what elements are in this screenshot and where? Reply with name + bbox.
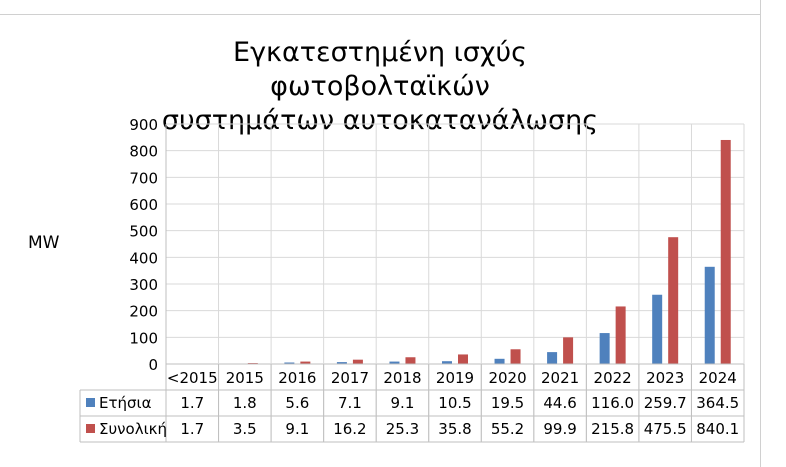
y-tick-label: 100	[129, 329, 158, 347]
data-table-value: 1.7	[180, 420, 204, 438]
x-category-label: 2018	[383, 369, 421, 387]
frame-top-border	[0, 14, 760, 15]
data-table-value: 16.2	[333, 420, 366, 438]
data-table-value: 3.5	[233, 420, 257, 438]
data-table-value: 25.3	[386, 420, 419, 438]
bar-cumulative	[668, 237, 679, 364]
bar-cumulative	[300, 361, 311, 364]
y-axis-label: MW	[28, 233, 60, 253]
bar-annual	[704, 266, 715, 364]
bar-annual	[284, 362, 295, 364]
frame-right-border	[760, 0, 761, 467]
bar-cumulative	[563, 337, 574, 364]
data-table-value: 215.8	[591, 420, 634, 438]
data-table-value: 1.7	[180, 394, 204, 412]
data-table-value: 44.6	[543, 394, 576, 412]
x-category-label: 2017	[331, 369, 369, 387]
y-tick-label: 500	[129, 223, 158, 241]
data-table-value: 9.1	[391, 394, 415, 412]
bar-annual	[599, 333, 610, 364]
chart-title-line-1: Εγκατεστημένη ισχύς φωτοβολταϊκών	[233, 37, 527, 102]
x-category-label: 2024	[699, 369, 737, 387]
bar-cumulative	[405, 357, 416, 364]
bar-annual	[336, 362, 347, 364]
y-tick-label: 200	[129, 303, 158, 321]
data-table-value: 7.1	[338, 394, 362, 412]
x-category-label: 2016	[278, 369, 316, 387]
y-tick-label: 300	[129, 276, 158, 294]
data-table-value: 475.5	[644, 420, 687, 438]
x-category-label: 2022	[594, 369, 632, 387]
data-table-value: 10.5	[438, 394, 471, 412]
legend-key-annual	[86, 398, 95, 407]
data-table-value: 259.7	[644, 394, 687, 412]
bar-cumulative	[352, 359, 363, 364]
data-table-value: 5.6	[285, 394, 309, 412]
x-category-label: 2015	[226, 369, 264, 387]
data-table-value: 9.1	[285, 420, 309, 438]
legend-label-annual: Ετήσια	[99, 394, 152, 412]
y-tick-label: 700	[129, 169, 158, 187]
legend-label-cumulative: Συνολική	[99, 420, 167, 438]
bar-cumulative	[615, 306, 626, 364]
bar-annual	[389, 361, 400, 364]
bar-annual	[494, 358, 505, 364]
y-tick-label: 400	[129, 249, 158, 267]
x-category-label: 2019	[436, 369, 474, 387]
legend-key-cumulative	[86, 424, 95, 433]
x-category-label: 2021	[541, 369, 579, 387]
data-table-value: 19.5	[491, 394, 524, 412]
data-table-value: 35.8	[438, 420, 471, 438]
x-category-label: <2015	[167, 369, 218, 387]
data-table-value: 55.2	[491, 420, 524, 438]
y-tick-label: 0	[148, 356, 158, 374]
chart-title: Εγκατεστημένη ισχύς φωτοβολταϊκών συστημ…	[120, 36, 640, 138]
chart-title-line-2: συστημάτων αυτοκατανάλωσης	[161, 105, 599, 136]
bar-annual	[547, 352, 558, 364]
data-table-value: 99.9	[543, 420, 576, 438]
bar-cumulative	[458, 354, 468, 364]
y-tick-label: 800	[129, 143, 158, 161]
bar-cumulative	[510, 349, 521, 364]
bar-cumulative	[720, 139, 731, 364]
y-tick-label: 900	[129, 116, 158, 134]
data-table-value: 1.8	[233, 394, 257, 412]
bar-annual	[442, 361, 452, 364]
data-table-value: 840.1	[696, 420, 739, 438]
bar-annual	[652, 294, 663, 364]
x-category-label: 2023	[646, 369, 684, 387]
data-table-value: 364.5	[696, 394, 739, 412]
x-category-label: 2020	[488, 369, 526, 387]
y-tick-label: 600	[129, 196, 158, 214]
data-table-value: 116.0	[591, 394, 634, 412]
